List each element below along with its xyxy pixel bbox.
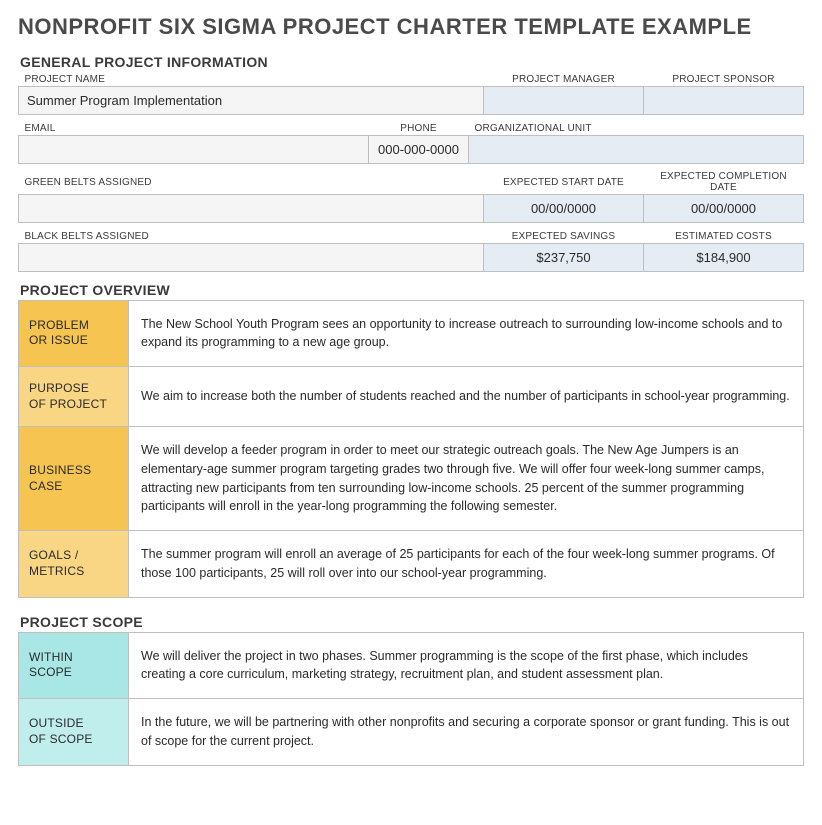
overview-label-problem: PROBLEMOR ISSUE — [19, 300, 129, 367]
scope-text-within: We will deliver the project in two phase… — [129, 632, 804, 699]
overview-row: BUSINESSCASE We will develop a feeder pr… — [19, 427, 804, 531]
label-project-manager: PROJECT MANAGER — [484, 72, 644, 87]
scope-label-within: WITHINSCOPE — [19, 632, 129, 699]
page-title: NONPROFIT SIX SIGMA PROJECT CHARTER TEMP… — [18, 14, 804, 40]
value-green-belts — [19, 195, 484, 223]
overview-row: GOALS /METRICS The summer program will e… — [19, 531, 804, 598]
overview-table: PROBLEMOR ISSUE The New School Youth Pro… — [18, 300, 804, 598]
overview-section-header: PROJECT OVERVIEW — [18, 282, 804, 298]
value-project-manager — [484, 87, 644, 115]
value-project-sponsor — [644, 87, 804, 115]
scope-section-header: PROJECT SCOPE — [18, 614, 804, 630]
overview-row: PROBLEMOR ISSUE The New School Youth Pro… — [19, 300, 804, 367]
label-black-belts: BLACK BELTS ASSIGNED — [19, 229, 484, 244]
general-section-header: GENERAL PROJECT INFORMATION — [18, 54, 804, 70]
overview-text-goals: The summer program will enroll an averag… — [129, 531, 804, 598]
value-project-name: Summer Program Implementation — [19, 87, 484, 115]
overview-text-business-case: We will develop a feeder program in orde… — [129, 427, 804, 531]
overview-text-problem: The New School Youth Program sees an opp… — [129, 300, 804, 367]
overview-row: PURPOSEOF PROJECT We aim to increase bot… — [19, 367, 804, 427]
value-expected-completion: 00/00/0000 — [644, 195, 804, 223]
scope-label-outside: OUTSIDEOF SCOPE — [19, 699, 129, 766]
general-info-table: PROJECT NAME PROJECT MANAGER PROJECT SPO… — [18, 72, 804, 272]
overview-label-purpose: PURPOSEOF PROJECT — [19, 367, 129, 427]
scope-row: WITHINSCOPE We will deliver the project … — [19, 632, 804, 699]
label-email: EMAIL — [19, 121, 369, 136]
value-email — [19, 135, 369, 163]
label-phone: PHONE — [369, 121, 469, 136]
scope-row: OUTSIDEOF SCOPE In the future, we will b… — [19, 699, 804, 766]
label-expected-savings: EXPECTED SAVINGS — [484, 229, 644, 244]
scope-text-outside: In the future, we will be partnering wit… — [129, 699, 804, 766]
label-org-unit: ORGANIZATIONAL UNIT — [469, 121, 804, 136]
label-project-sponsor: PROJECT SPONSOR — [644, 72, 804, 87]
value-black-belts — [19, 243, 484, 271]
overview-text-purpose: We aim to increase both the number of st… — [129, 367, 804, 427]
value-expected-start: 00/00/0000 — [484, 195, 644, 223]
value-phone: 000-000-0000 — [369, 135, 469, 163]
value-expected-savings: $237,750 — [484, 243, 644, 271]
label-estimated-costs: ESTIMATED COSTS — [644, 229, 804, 244]
overview-label-goals: GOALS /METRICS — [19, 531, 129, 598]
scope-table: WITHINSCOPE We will deliver the project … — [18, 632, 804, 766]
value-org-unit — [469, 135, 804, 163]
label-expected-start: EXPECTED START DATE — [484, 169, 644, 195]
value-estimated-costs: $184,900 — [644, 243, 804, 271]
label-green-belts: GREEN BELTS ASSIGNED — [19, 169, 484, 195]
label-project-name: PROJECT NAME — [19, 72, 484, 87]
label-expected-completion: EXPECTED COMPLETION DATE — [644, 169, 804, 195]
overview-label-business-case: BUSINESSCASE — [19, 427, 129, 531]
